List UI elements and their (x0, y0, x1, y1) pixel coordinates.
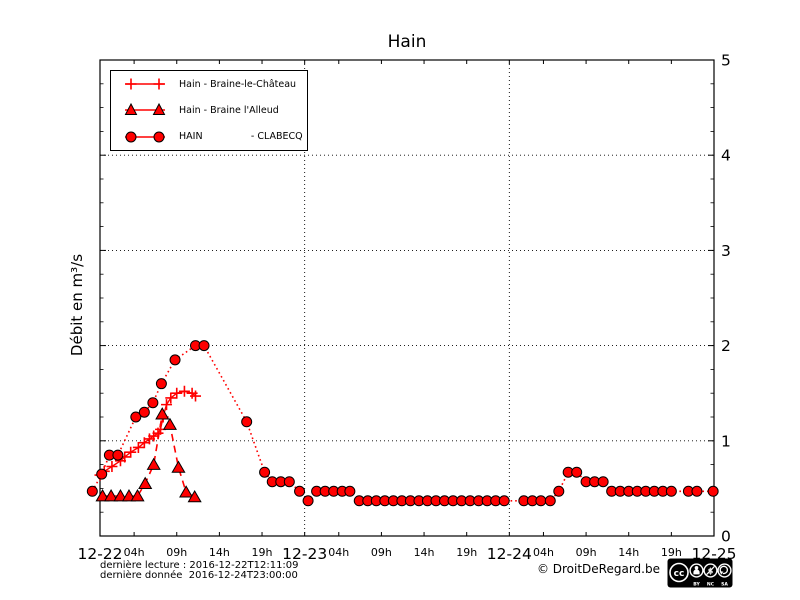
circle-marker (259, 466, 271, 478)
y-tick-label: 4 (721, 147, 731, 165)
circle-marker (96, 468, 108, 480)
triangle-marker (146, 457, 161, 470)
circle-marker (112, 449, 124, 461)
x-day-tick-label: 12-23 (282, 545, 327, 563)
cc-by-person-icon: BY (689, 563, 704, 588)
last-reading-text: dernière lecture : 2016-12-22T12:11:09 (100, 560, 299, 571)
x-hour-tick-label: 19h (661, 546, 682, 559)
triangle-marker (113, 489, 128, 502)
circle-marker (283, 476, 295, 488)
circle-marker (344, 485, 356, 497)
chart-title: Hain (387, 32, 427, 52)
x-hour-tick-label: 09h (576, 546, 597, 559)
circle-marker (691, 485, 703, 497)
x-hour-tick-label: 09h (166, 546, 187, 559)
triangle-marker (138, 476, 153, 489)
triangle-marker (130, 489, 145, 502)
y-tick-label: 5 (721, 52, 731, 70)
circle-marker (147, 397, 159, 409)
circle-marker (198, 340, 210, 352)
cc-icon: cc (669, 562, 689, 583)
circle-marker (138, 406, 150, 418)
y-axis-label: Débit en m³/s (68, 253, 86, 357)
circle-marker (535, 495, 547, 507)
plus-marker (171, 387, 183, 399)
circle-marker (707, 485, 719, 497)
svg-text:BY: BY (693, 582, 700, 588)
x-day-tick-label: 12-24 (487, 545, 532, 563)
plus-marker (190, 390, 202, 402)
plus-marker (161, 399, 173, 411)
plus-marker (132, 441, 144, 453)
series-line-3 (91, 344, 714, 502)
triangle-marker (95, 489, 110, 502)
legend-triangle-line-sample-icon (124, 103, 166, 116)
circle-marker (553, 485, 565, 497)
x-hour-tick-label: 04h (328, 546, 349, 559)
triangle-marker (179, 485, 194, 498)
x-hour-tick-label: 04h (533, 546, 554, 559)
legend-plus-line-sample-icon (125, 78, 165, 90)
cc-by-nc-sa-license-badge: cc BY $ NC SA (667, 558, 733, 588)
triangle-marker (121, 489, 137, 502)
x-hour-tick-label: 09h (371, 546, 392, 559)
triangle-marker (104, 489, 119, 502)
triangle-marker (171, 460, 186, 473)
legend-entry-braine-alleud: Hain - Braine l'Alleud (123, 102, 307, 118)
plus-marker (178, 385, 190, 397)
plus-marker (165, 392, 177, 404)
circle-marker (294, 485, 306, 497)
x-hour-tick-label: 14h (209, 546, 230, 559)
x-hour-tick-label: 19h (252, 546, 273, 559)
x-hour-tick-label: 14h (618, 546, 639, 559)
circle-marker (597, 476, 609, 488)
triangle-marker (162, 417, 177, 430)
circle-marker (544, 495, 556, 507)
circle-marker (571, 466, 583, 478)
x-day-tick-label: 12-22 (77, 545, 122, 563)
y-tick-label: 0 (721, 528, 731, 546)
legend-circle-line-sample-icon (125, 131, 165, 143)
legend-label: Hain - Braine-le-Château (179, 78, 297, 90)
circle-marker (498, 495, 510, 507)
legend-entry-braine-le-chateau: Hain - Braine-le-Château (123, 76, 307, 92)
svg-text:NC: NC (707, 582, 715, 588)
circle-marker (302, 495, 314, 507)
plus-marker (106, 461, 118, 473)
circle-marker (169, 354, 181, 366)
y-tick-label: 1 (721, 432, 731, 450)
legend: Hain - Braine-le-Château Hain - Braine l… (110, 70, 308, 151)
x-hour-tick-label: 19h (456, 546, 477, 559)
legend-label: Hain - Braine l'Alleud (179, 104, 279, 116)
svg-text:SA: SA (721, 582, 728, 588)
cc-nc-no-dollar-icon: $ NC (703, 563, 718, 588)
circle-marker (130, 411, 142, 423)
last-data-text: dernière donnée 2016-12-24T23:00:00 (100, 570, 298, 581)
triangle-marker (155, 407, 170, 420)
y-tick-label: 2 (721, 337, 731, 355)
x-hour-tick-label: 04h (124, 546, 145, 559)
cc-sa-share-alike-icon: SA (717, 563, 732, 588)
x-hour-tick-label: 14h (414, 546, 435, 559)
circle-marker (665, 485, 677, 497)
copyright-text: © DroitDeRegard.be (536, 562, 660, 576)
circle-marker (86, 485, 98, 497)
circle-marker (241, 416, 253, 428)
legend-entry-clabecq: HAIN - CLABECQ (123, 129, 307, 145)
circle-marker (155, 378, 167, 390)
svg-text:cc: cc (674, 569, 685, 579)
y-tick-label: 3 (721, 242, 731, 260)
plus-marker (125, 446, 137, 458)
triangle-marker (187, 489, 202, 503)
legend-label: HAIN - CLABECQ (179, 131, 303, 143)
